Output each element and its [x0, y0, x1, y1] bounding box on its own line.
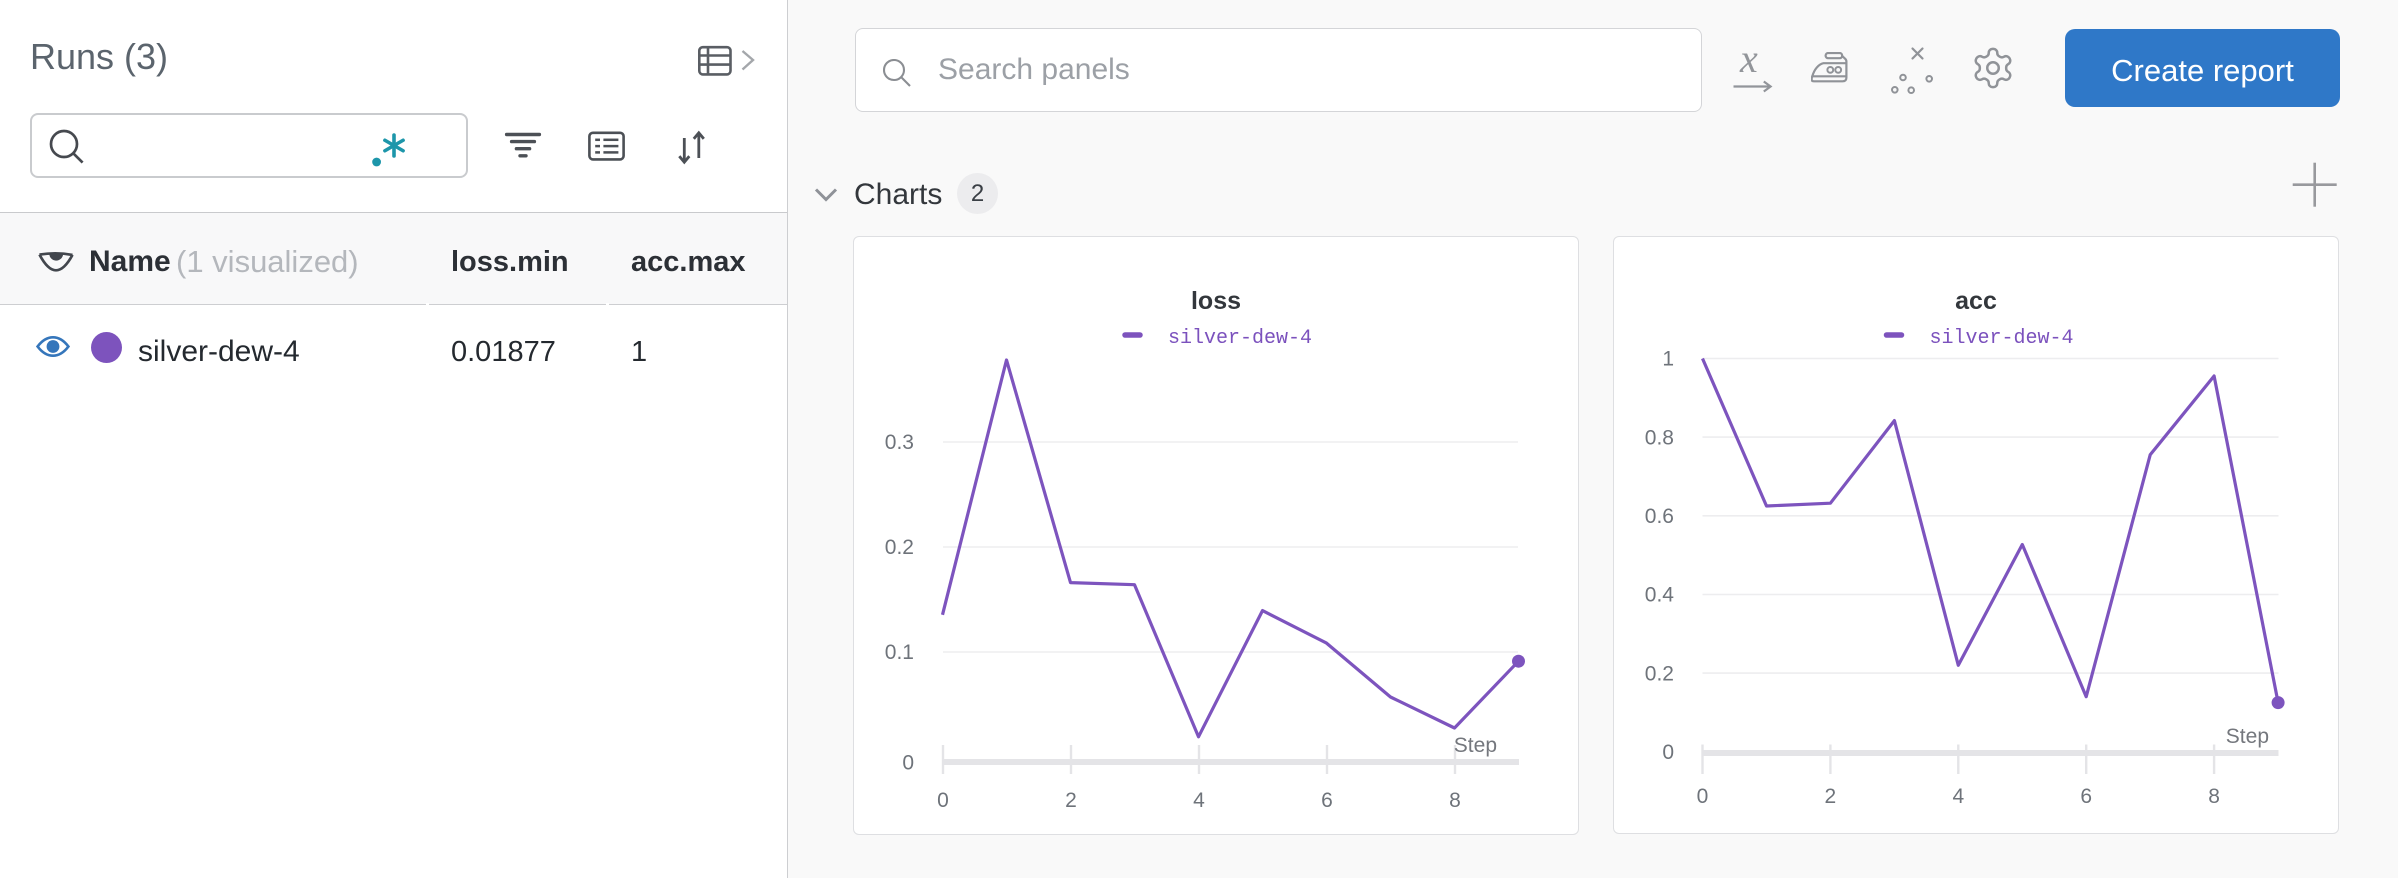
- svg-text:1: 1: [1662, 348, 1674, 371]
- svg-text:0: 0: [1662, 741, 1674, 764]
- svg-text:0: 0: [902, 752, 914, 775]
- svg-text:6: 6: [2080, 785, 2092, 808]
- svg-text:0.2: 0.2: [885, 536, 914, 559]
- svg-text:2: 2: [1825, 785, 1837, 808]
- svg-text:0.8: 0.8: [1645, 426, 1674, 449]
- svg-text:silver-dew-4: silver-dew-4: [1930, 327, 2074, 350]
- svg-text:0: 0: [1697, 785, 1709, 808]
- svg-text:Step: Step: [1454, 734, 1497, 757]
- svg-text:0: 0: [937, 789, 949, 812]
- svg-text:silver-dew-4: silver-dew-4: [1168, 327, 1312, 350]
- svg-text:acc: acc: [1955, 287, 1997, 315]
- svg-text:Step: Step: [2226, 725, 2269, 748]
- svg-text:6: 6: [1321, 789, 1333, 812]
- svg-text:0.3: 0.3: [885, 431, 914, 454]
- svg-text:2: 2: [1065, 789, 1077, 812]
- svg-text:0.6: 0.6: [1645, 505, 1674, 528]
- svg-text:8: 8: [2208, 785, 2220, 808]
- svg-text:4: 4: [1193, 789, 1205, 812]
- svg-text:loss: loss: [1191, 287, 1241, 315]
- svg-text:0.2: 0.2: [1645, 662, 1674, 685]
- svg-text:8: 8: [1449, 789, 1461, 812]
- svg-text:0.4: 0.4: [1645, 584, 1675, 607]
- svg-text:0.1: 0.1: [885, 641, 914, 664]
- svg-text:4: 4: [1952, 785, 1964, 808]
